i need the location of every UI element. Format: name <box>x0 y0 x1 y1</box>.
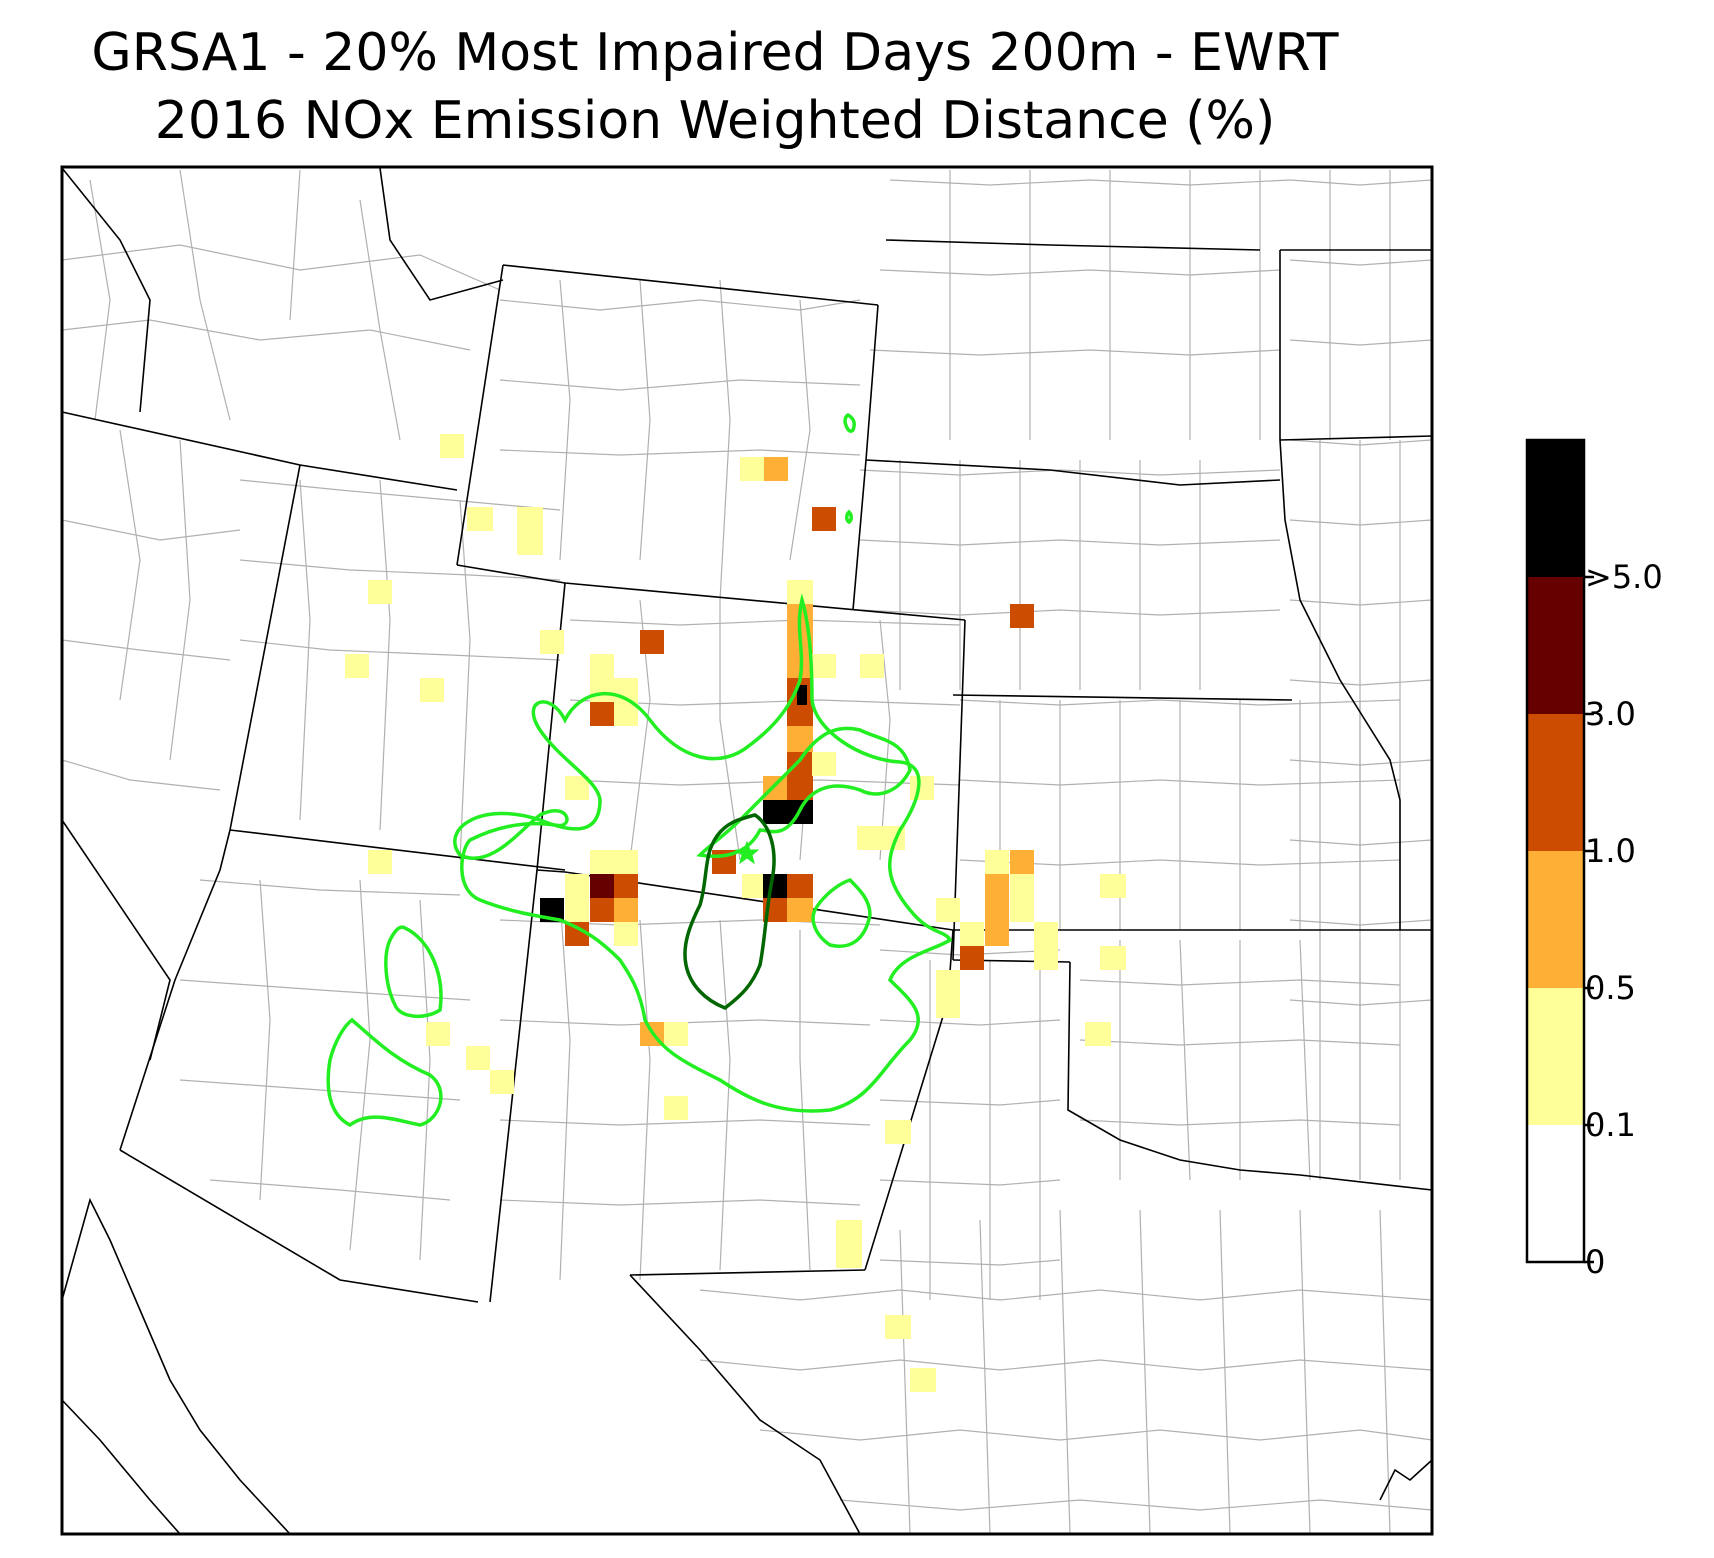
emission-cell <box>590 874 614 898</box>
colorbar-segment <box>1527 577 1584 714</box>
colorbar-segment <box>1527 851 1584 988</box>
emission-cell <box>590 702 614 726</box>
colorbar-tick-label: 0 <box>1585 1243 1606 1281</box>
emission-cell <box>985 922 1009 946</box>
emission-cell <box>985 874 1009 898</box>
colorbar-tick-label: 0.1 <box>1585 1106 1636 1144</box>
colorbar-segment <box>1527 714 1584 851</box>
emission-cell <box>812 507 836 531</box>
emission-cell <box>614 922 638 946</box>
emission-cell <box>440 434 464 458</box>
emission-cell <box>368 850 392 874</box>
emission-cell <box>565 898 589 922</box>
emission-cell <box>1100 946 1126 970</box>
site-marker <box>734 840 760 865</box>
emission-cell <box>910 776 934 800</box>
emission-cell <box>740 457 764 481</box>
emission-cell <box>857 826 881 850</box>
emission-cell <box>345 654 369 678</box>
emission-cell <box>664 1096 688 1120</box>
emission-cell <box>1010 874 1034 898</box>
emission-cell <box>787 702 813 728</box>
emission-cell <box>517 507 543 555</box>
contour-lines <box>326 413 953 1128</box>
emission-cell <box>420 678 444 702</box>
emission-cell <box>1010 898 1034 922</box>
colorbar-segment <box>1527 440 1584 577</box>
outer-contour-sw <box>326 1017 443 1128</box>
emission-cell <box>936 970 960 994</box>
emission-cell <box>787 874 813 898</box>
emission-cell <box>960 922 984 946</box>
emission-cell <box>936 994 960 1018</box>
state-boundaries <box>61 167 1433 1535</box>
county-boundaries <box>61 169 1433 1535</box>
emission-cell <box>860 654 884 678</box>
emission-cell <box>763 776 787 800</box>
colorbar-tick-label: 3.0 <box>1585 695 1636 733</box>
emission-cell <box>614 702 638 726</box>
colorbar-tick-label: 0.5 <box>1585 969 1636 1007</box>
colorbar-segment <box>1527 1125 1584 1262</box>
emission-cell <box>787 898 813 922</box>
outer-contour-sw-small <box>384 925 443 1018</box>
emission-cell <box>614 874 638 898</box>
emission-cell <box>836 1220 862 1268</box>
emission-cell <box>614 850 638 874</box>
emission-cell <box>565 776 589 800</box>
emission-cell <box>787 752 813 778</box>
outer-contour-ne-a <box>843 413 856 433</box>
emission-cell <box>1034 946 1058 970</box>
emission-cell <box>936 898 960 922</box>
emission-cell <box>960 946 984 970</box>
emission-cell <box>565 874 589 898</box>
emission-cell <box>763 800 787 824</box>
emission-cell <box>426 1022 450 1046</box>
emission-cell <box>787 726 813 756</box>
emission-cell <box>368 580 392 604</box>
emission-cell <box>1010 604 1034 628</box>
emission-cell <box>490 1070 514 1094</box>
emission-cell <box>812 752 836 776</box>
emission-cell <box>640 630 664 654</box>
outer-contour-east <box>811 877 872 948</box>
colorbar <box>1525 438 1594 1264</box>
emission-cell <box>590 678 614 702</box>
map-title-line-2: 2016 NOx Emission Weighted Distance (%) <box>154 91 1276 151</box>
emission-cell <box>590 654 614 678</box>
outer-contour-main <box>453 593 953 1113</box>
emission-cell <box>910 1368 936 1392</box>
emission-cell <box>797 685 807 705</box>
emission-cell <box>590 898 614 922</box>
emission-cell <box>590 850 614 874</box>
colorbar-tick-label: >5.0 <box>1585 558 1663 596</box>
outer-contour-west <box>696 726 912 858</box>
emission-cell <box>812 654 836 678</box>
colorbar-segment <box>1527 988 1584 1125</box>
emission-cell <box>764 457 788 481</box>
emission-cell <box>1010 850 1034 874</box>
emission-cell <box>885 1315 911 1339</box>
emission-cell <box>467 507 493 531</box>
emission-cell <box>1034 922 1058 946</box>
emission-cell <box>1085 1022 1111 1046</box>
emission-cell <box>763 874 787 898</box>
emission-cell <box>664 1022 688 1046</box>
map-title-line-1: GRSA1 - 20% Most Impaired Days 200m - EW… <box>91 23 1339 83</box>
emission-cell <box>742 874 766 898</box>
emission-cell <box>885 1120 911 1144</box>
emission-cell <box>614 898 638 922</box>
emission-cell <box>985 898 1009 922</box>
emission-cell <box>540 630 564 654</box>
colorbar-tick-label: 1.0 <box>1585 832 1636 870</box>
emission-cell <box>985 850 1009 874</box>
emission-cell <box>466 1046 490 1070</box>
emission-cell <box>1100 874 1126 898</box>
outer-contour-ne-b <box>845 509 853 525</box>
star-icon <box>734 840 760 865</box>
inner-contour <box>683 813 776 1010</box>
